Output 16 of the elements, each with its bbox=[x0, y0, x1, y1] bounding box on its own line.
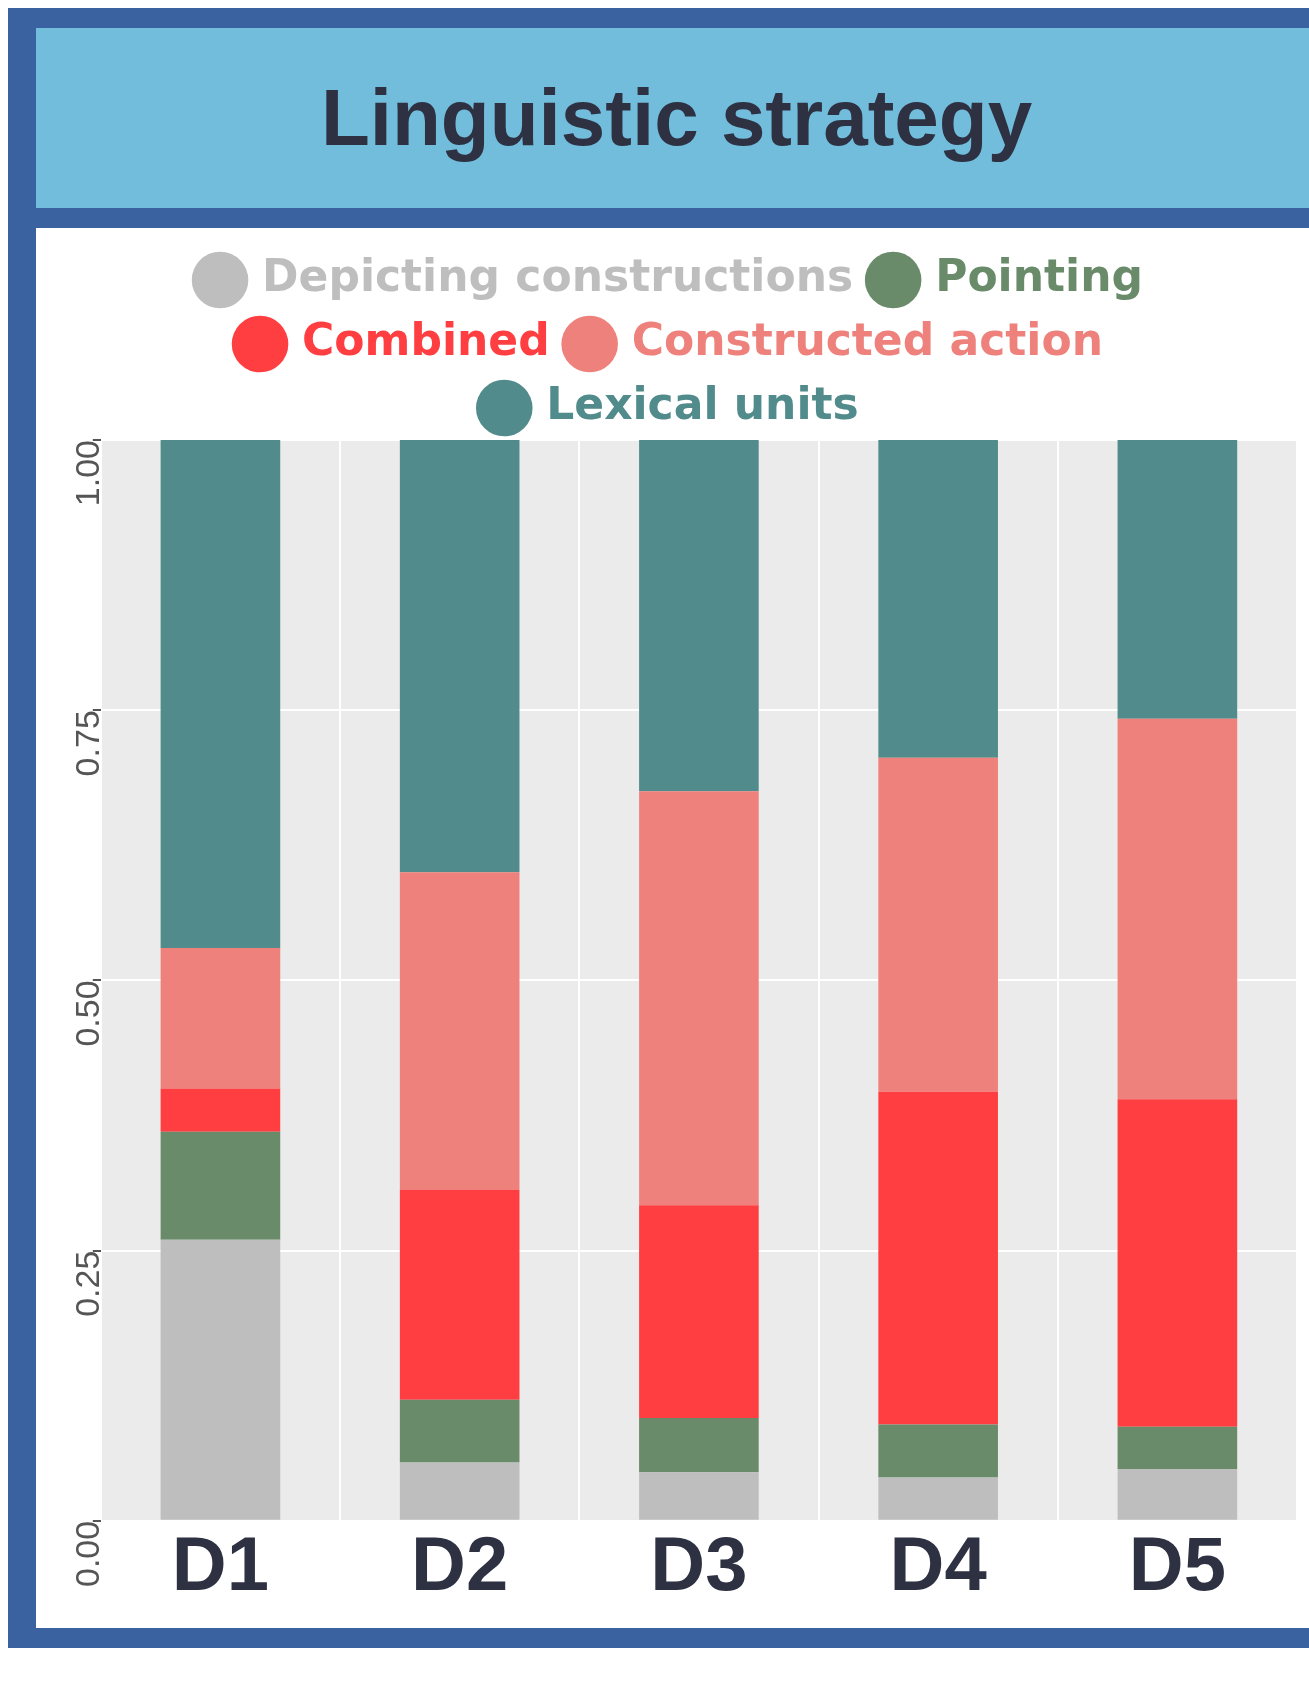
y-tick-label: 0.25 bbox=[68, 1250, 107, 1317]
x-tick-label: D3 bbox=[650, 1521, 748, 1607]
y-tick-label: 0.00 bbox=[68, 1520, 107, 1587]
y-tick-label: 1.00 bbox=[68, 440, 107, 507]
x-tick-label: D1 bbox=[171, 1521, 269, 1607]
legend-label: Combined bbox=[302, 314, 550, 366]
legend-label: Constructed action bbox=[631, 314, 1103, 366]
legend-label: Pointing bbox=[935, 250, 1143, 302]
legend-label: Depicting constructions bbox=[262, 250, 854, 302]
legend-label: Lexical units bbox=[546, 378, 859, 430]
x-tick-label: D5 bbox=[1128, 1521, 1226, 1607]
chart-title: Linguistic strategy bbox=[320, 72, 1033, 164]
x-tick-label: D4 bbox=[889, 1521, 987, 1607]
x-tick-label: D2 bbox=[411, 1521, 509, 1607]
y-tick-label: 0.50 bbox=[68, 980, 107, 1047]
y-tick-label: 0.75 bbox=[68, 710, 107, 777]
